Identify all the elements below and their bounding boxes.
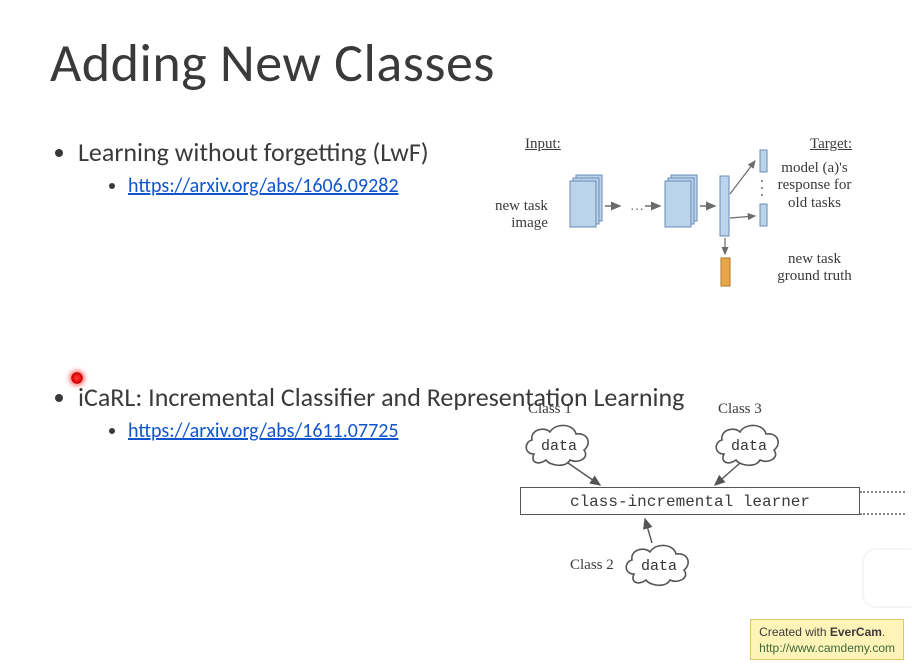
evercam-watermark: Created with EverCam. http://www.camdemy… (750, 619, 904, 660)
icarl-link[interactable]: https://arxiv.org/abs/1611.07725 (128, 419, 398, 443)
icarl-learner-box: class-incremental learner (520, 487, 860, 515)
watermark-pre: Created with (759, 625, 830, 639)
watermark-post: . (882, 625, 885, 639)
bullet-lwf-text: Learning without forgetting (LwF) (78, 136, 429, 168)
row-lwf: Learning without forgetting (LwF) https:… (50, 136, 862, 306)
lwf-diagram: Input: Target: new taskimage model (a)'s… (495, 136, 862, 306)
lwf-link[interactable]: https://arxiv.org/abs/1606.09282 (128, 174, 398, 198)
slide: Adding New Classes Learning without forg… (0, 0, 912, 668)
watermark-brand: EverCam (830, 625, 882, 639)
lwf-network-svg: … (560, 146, 785, 296)
svg-text:…: … (630, 199, 644, 214)
lwf-new-task-label: new taskimage (495, 198, 548, 231)
lwf-text-block: Learning without forgetting (LwF) https:… (50, 136, 485, 206)
laser-pointer-icon (71, 372, 83, 384)
icarl-dots-bottom (860, 513, 905, 515)
lwf-input-label: Input: (525, 136, 561, 153)
bullet-list: Learning without forgetting (LwF) https:… (50, 136, 485, 198)
page-title: Adding New Classes (50, 30, 862, 96)
icarl-diagram: Class 1 Class 3 Class 2 data data data (490, 395, 900, 605)
bullet-lwf: Learning without forgetting (LwF) https:… (78, 136, 485, 198)
icarl-dots-top (860, 491, 905, 493)
watermark-line1: Created with EverCam. (759, 625, 885, 639)
ghost-shape (862, 548, 912, 608)
lwf-target-label: Target: (810, 136, 852, 153)
sub-list-lwf: https://arxiv.org/abs/1606.09282 (78, 174, 485, 198)
watermark-url: http://www.camdemy.com (759, 641, 895, 655)
sub-bullet-lwf: https://arxiv.org/abs/1606.09282 (128, 174, 485, 198)
